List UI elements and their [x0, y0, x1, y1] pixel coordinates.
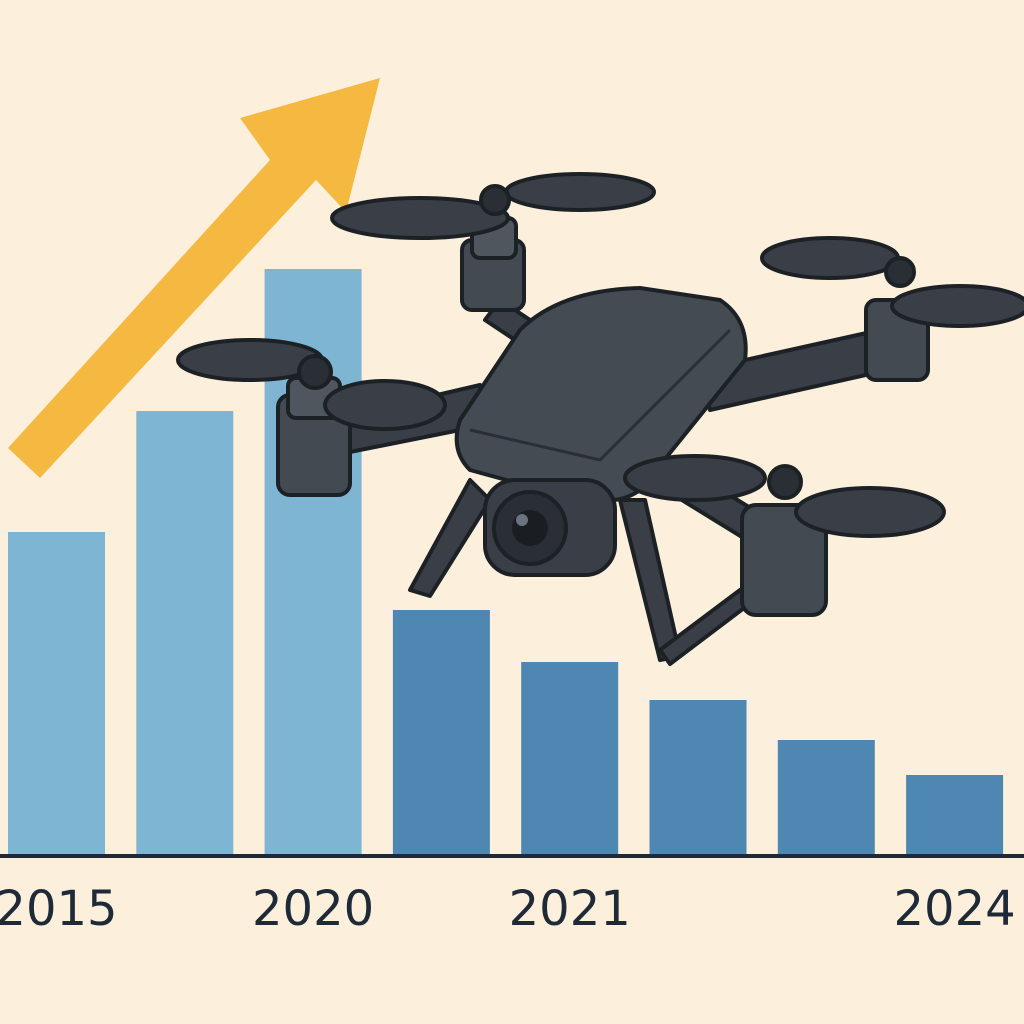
bar [8, 532, 105, 855]
trend-arrow [8, 78, 380, 478]
bar [136, 411, 234, 855]
x-tick-label: 2020 [252, 881, 374, 937]
x-tick-label: 2015 [0, 881, 118, 937]
x-tick-label: 2024 [894, 881, 1016, 937]
bar [777, 740, 875, 855]
drone [176, 172, 1024, 666]
bar [649, 700, 747, 855]
bar [906, 775, 1004, 855]
bar [521, 662, 619, 855]
x-tick-label: 2021 [509, 881, 631, 937]
labels: 2015 2020 2021 2024 [0, 881, 1016, 937]
bar [392, 610, 490, 855]
